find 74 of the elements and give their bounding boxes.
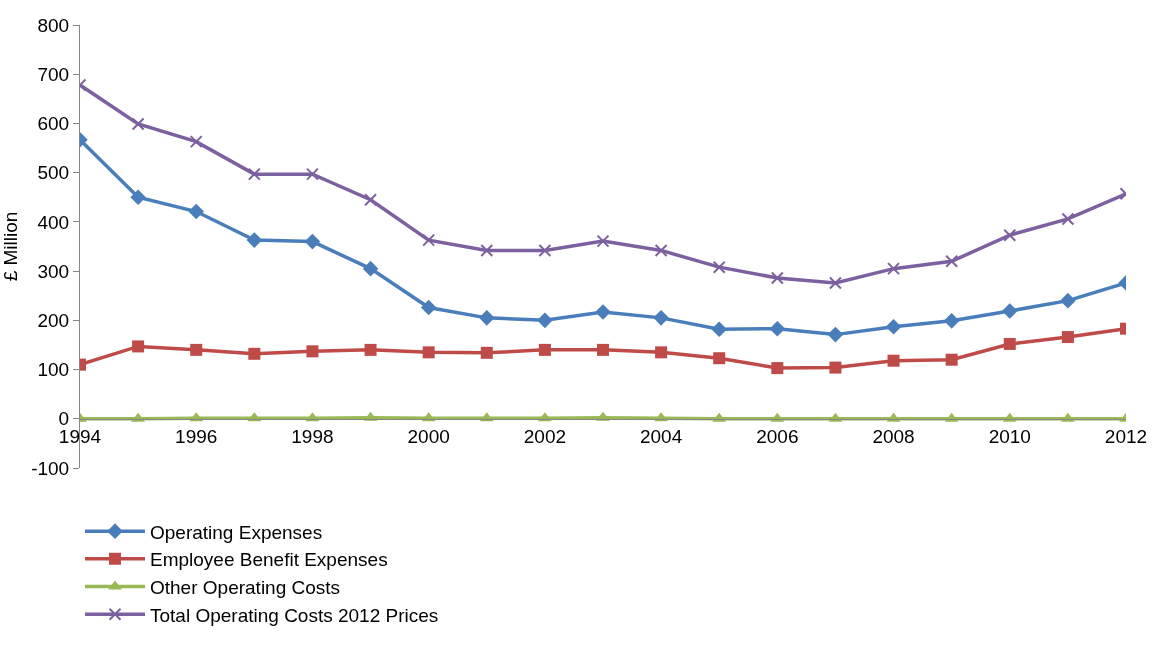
point	[597, 343, 609, 356]
point	[132, 340, 145, 353]
y-axis-title: £ Million	[0, 211, 22, 282]
point	[945, 353, 958, 366]
point	[711, 321, 728, 337]
y-tick-label: 200	[37, 309, 70, 331]
point	[1003, 228, 1017, 242]
point	[422, 233, 436, 247]
point	[478, 310, 495, 326]
point	[770, 271, 784, 285]
legend-label: Other Operating Costs	[150, 576, 341, 598]
point	[596, 234, 610, 248]
point	[247, 167, 261, 181]
x-tick-label: 2002	[523, 425, 567, 447]
point	[771, 362, 784, 375]
y-tick-label: 300	[37, 260, 70, 282]
point	[131, 117, 145, 131]
x-tick-label: 1998	[291, 425, 334, 447]
y-tick-label: 500	[37, 162, 70, 184]
point	[829, 361, 842, 374]
point	[538, 243, 552, 257]
point	[248, 347, 261, 360]
point	[654, 243, 668, 257]
y-tick-label: 800	[37, 14, 70, 36]
point	[712, 260, 726, 274]
x-tick-label: 2012	[1104, 425, 1148, 447]
point	[1001, 303, 1018, 319]
y-tick-label: 600	[37, 113, 70, 135]
x-tick-label: 2008	[872, 425, 915, 447]
point	[885, 318, 902, 335]
point	[305, 167, 319, 181]
point	[769, 320, 786, 337]
point	[362, 260, 379, 277]
point	[537, 312, 553, 329]
point	[130, 189, 146, 206]
point	[422, 346, 435, 359]
point	[246, 232, 263, 248]
point	[189, 135, 203, 149]
point	[480, 243, 494, 257]
y-tick-label: 400	[37, 211, 70, 233]
point	[306, 345, 319, 358]
x-tick-label: 2006	[756, 425, 799, 447]
point	[364, 193, 378, 207]
point	[538, 343, 551, 356]
point	[827, 326, 844, 343]
point	[945, 254, 959, 268]
point	[420, 299, 437, 316]
point	[887, 262, 901, 276]
legend-label: Employee Benefit Expenses	[150, 549, 388, 571]
point	[1060, 292, 1076, 309]
x-tick-label: 2010	[988, 425, 1031, 447]
x-tick-label: 2000	[407, 425, 450, 447]
y-tick-label: 700	[37, 63, 70, 85]
point	[190, 343, 203, 356]
point	[480, 346, 493, 359]
point	[1061, 331, 1074, 344]
legend-label: Operating Expenses	[150, 521, 323, 543]
point	[655, 346, 668, 359]
point	[713, 352, 726, 365]
point	[828, 276, 842, 290]
x-tick-label: 2004	[639, 425, 683, 447]
legend-label: Total Operating Costs 2012 Prices	[150, 604, 439, 626]
point	[653, 310, 669, 326]
y-tick-label: -100	[31, 457, 70, 479]
point	[887, 354, 900, 367]
y-tick-label: 100	[37, 359, 70, 381]
point	[943, 313, 960, 329]
point	[304, 233, 321, 250]
point	[364, 343, 377, 356]
x-tick-label: 1996	[175, 425, 218, 447]
point	[188, 203, 205, 220]
point	[1003, 337, 1016, 350]
point	[595, 304, 611, 320]
point	[1061, 212, 1075, 226]
